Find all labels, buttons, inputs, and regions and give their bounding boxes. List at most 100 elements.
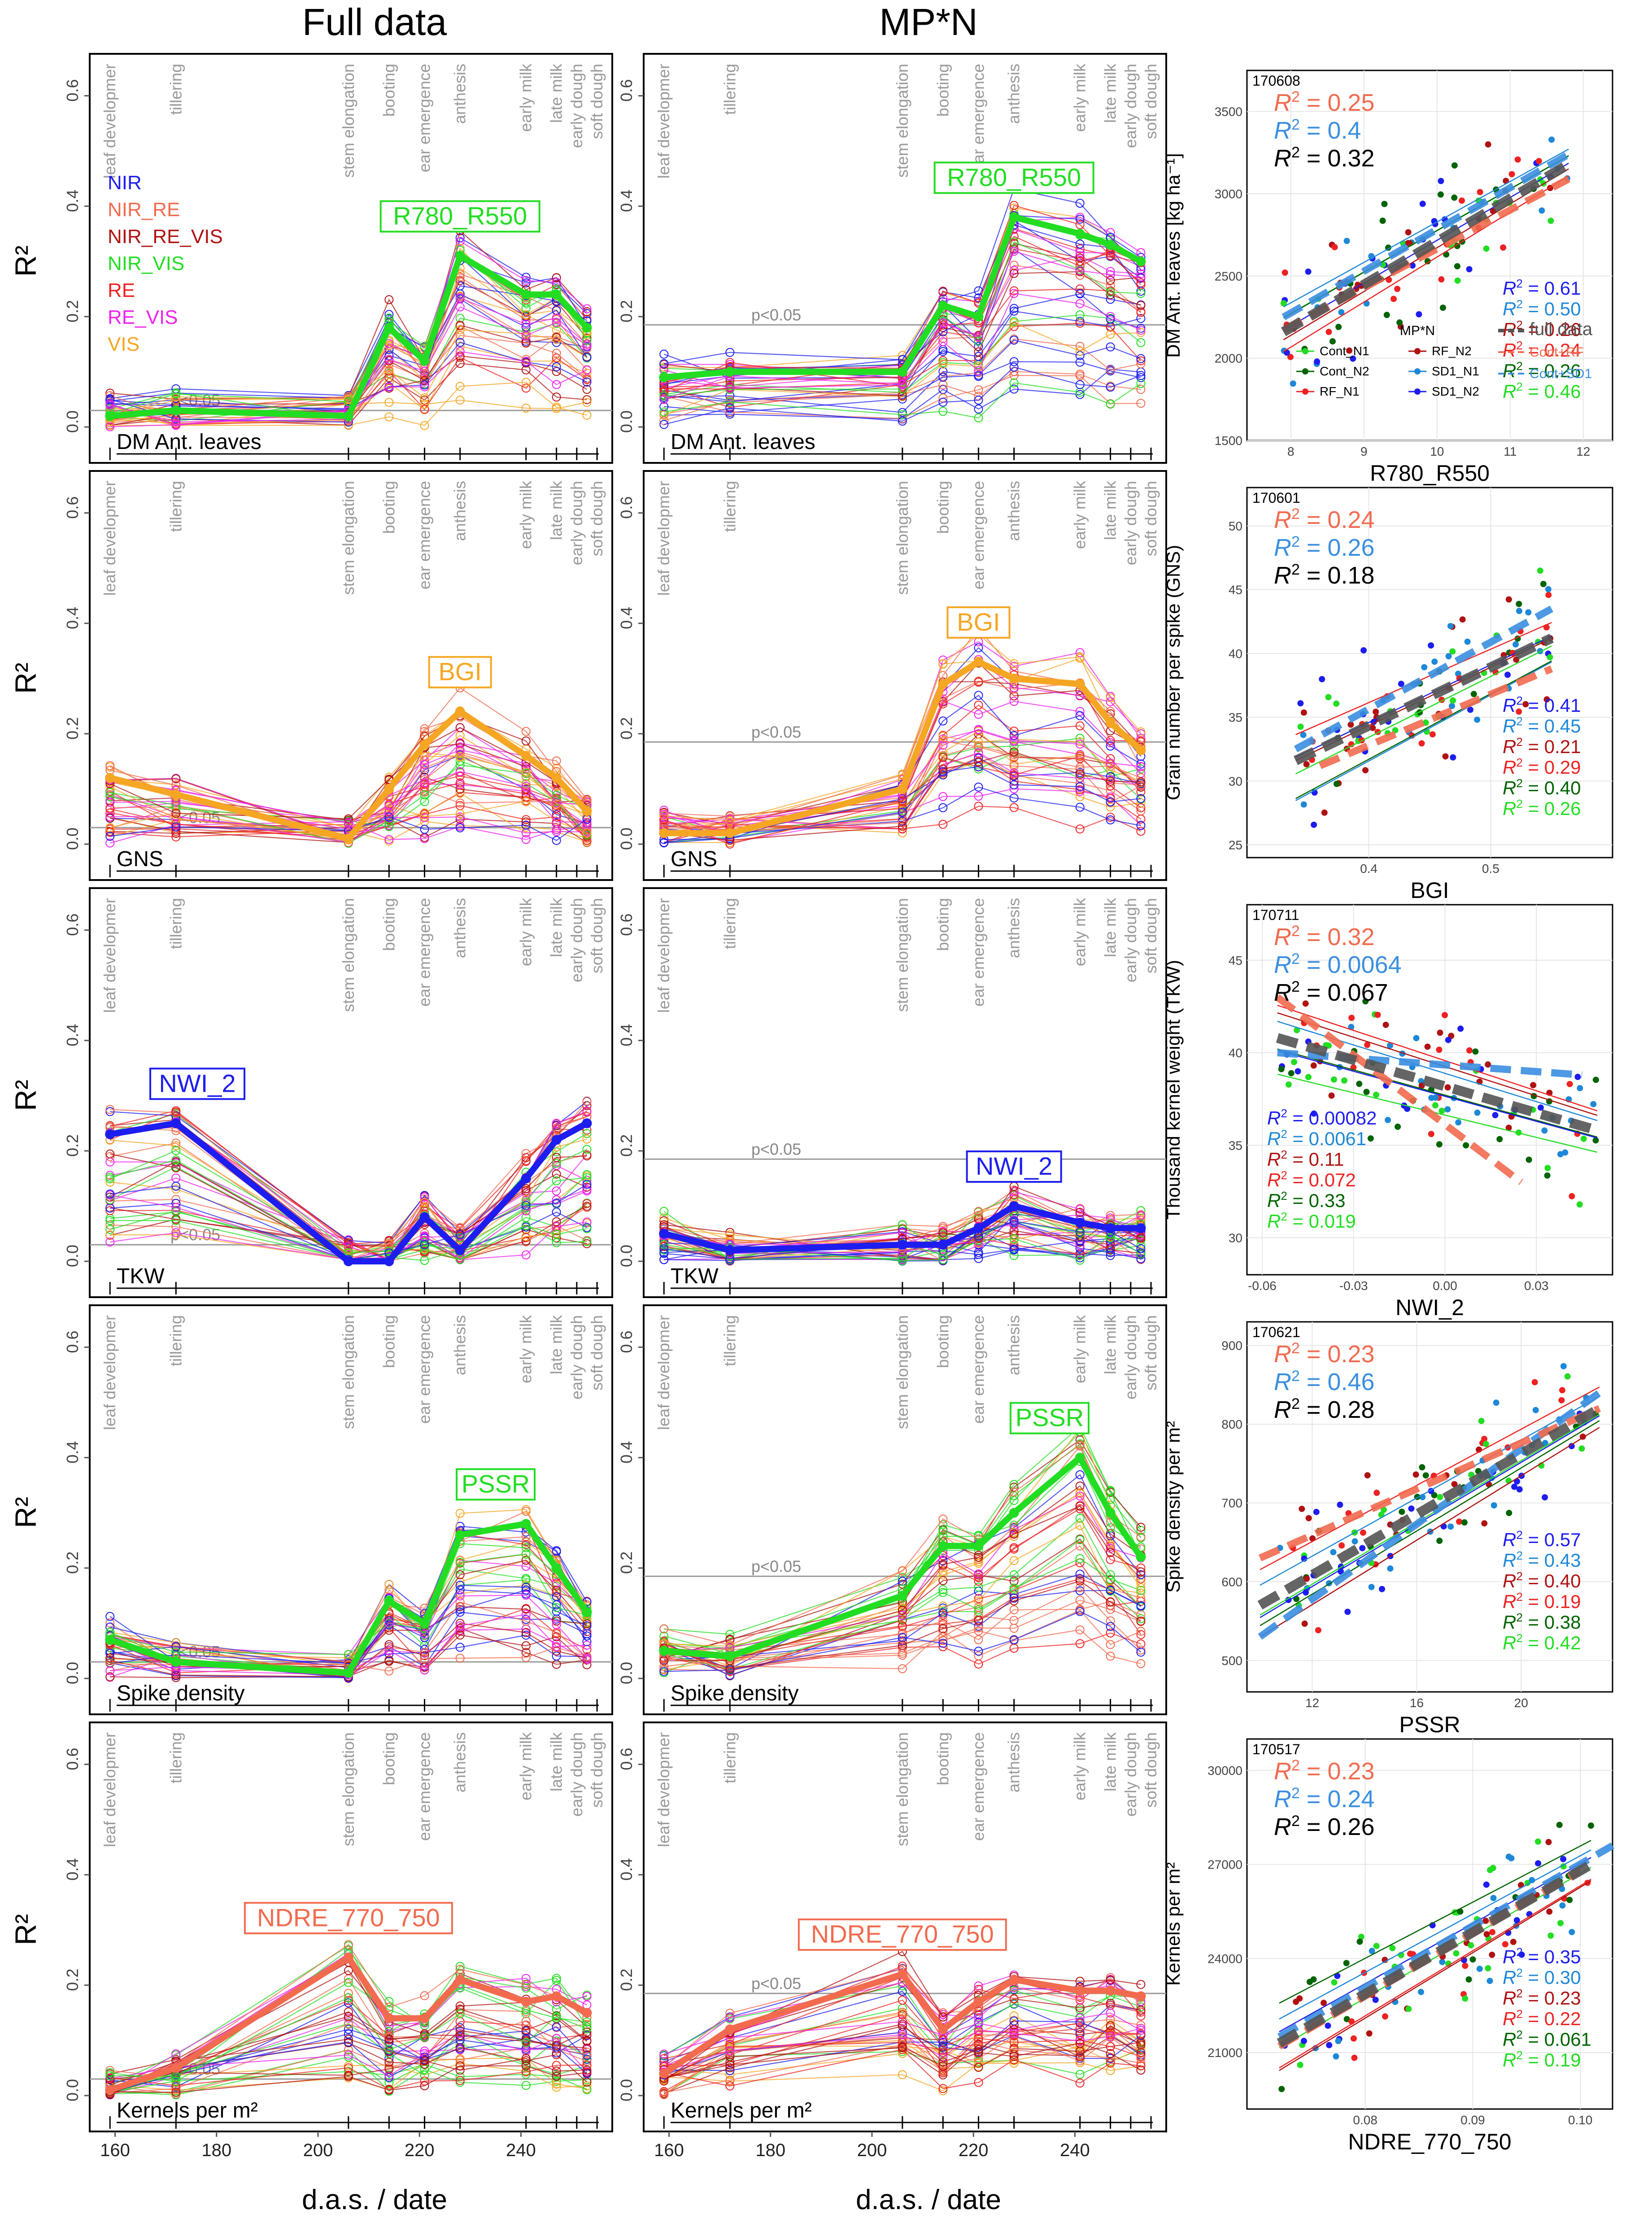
stage-label: early dough <box>567 1732 586 1817</box>
background-series-line <box>110 1622 587 1678</box>
highlight-series-point <box>551 1563 562 1573</box>
y-tick-label: 0.2 <box>617 1551 636 1574</box>
background-series-point <box>725 2063 735 2072</box>
r2-group: R2 = 0.0061 <box>1267 1127 1366 1149</box>
background-series-point <box>420 763 429 772</box>
background-series-line <box>109 2023 587 2094</box>
background-series-point <box>1136 2058 1146 2068</box>
data-point <box>1428 1131 1434 1137</box>
background-series-point <box>105 399 115 409</box>
background-series-point <box>552 335 561 344</box>
highlight-series-point <box>582 1118 592 1129</box>
y-axis-title: R² <box>9 245 42 277</box>
background-series-point <box>1009 2052 1019 2061</box>
background-series-point <box>1106 400 1115 409</box>
index-label: R780_R550 <box>393 201 527 230</box>
background-series-line <box>664 751 1141 841</box>
background-series-point <box>1075 220 1085 229</box>
background-series-point <box>521 782 531 791</box>
background-series-line <box>663 806 1141 843</box>
background-series-point <box>582 353 592 362</box>
highlight-series-point <box>551 1991 562 2001</box>
scatter-panel-row3: -0.06 -0.03 0.00 0.0330354045170711NWI_2Tho… <box>1163 904 1613 1320</box>
background-series-point <box>455 1558 465 1567</box>
background-series-point <box>1136 2021 1146 2030</box>
data-point <box>1496 1136 1503 1142</box>
background-series-point <box>521 1585 531 1595</box>
background-series-line <box>664 2049 1141 2089</box>
background-series-point <box>455 778 465 788</box>
background-series-point <box>1009 1635 1019 1644</box>
background-series-line <box>109 351 587 426</box>
y-tick-label: 700 <box>1221 1496 1242 1510</box>
background-series-point <box>420 772 429 782</box>
background-series-point <box>552 836 561 845</box>
data-point <box>1335 2038 1342 2044</box>
background-series-point <box>582 1652 592 1661</box>
data-point <box>1417 1989 1424 1996</box>
background-series-point <box>659 362 669 372</box>
r2-group: R2 = 0.19 <box>1503 1590 1581 1612</box>
background-series-point <box>1075 691 1085 700</box>
background-series-line <box>663 2028 1141 2073</box>
background-series-point <box>1009 1543 1019 1552</box>
background-series-point <box>552 2083 561 2092</box>
x-tick-label: 200 <box>303 2140 333 2160</box>
line-panel-mpn-row5: 0.00.20.40.6 leaf developmer tillering stem… <box>617 1721 1167 2160</box>
background-series-point <box>1106 1529 1115 1538</box>
background-series-point <box>938 819 948 829</box>
background-series-point <box>1009 752 1019 762</box>
y-tick-label: 0.0 <box>63 1662 82 1684</box>
background-series-line <box>664 1562 1141 1658</box>
highlight-series-point <box>384 2013 394 2023</box>
y-tick-label: 45 <box>1229 954 1242 968</box>
r2-summary: R2 = 0.23 <box>1274 1757 1375 1785</box>
y-tick-label: 0.4 <box>617 1024 636 1046</box>
data-point <box>1408 1505 1415 1512</box>
background-series-point <box>1136 1610 1146 1619</box>
data-point <box>1485 141 1491 148</box>
data-point <box>1311 821 1317 828</box>
data-point <box>1436 1141 1443 1148</box>
background-series-point <box>455 321 465 330</box>
stage-label: stem elongation <box>893 481 911 595</box>
data-point <box>1474 1109 1481 1116</box>
background-series-point <box>521 338 531 348</box>
background-series-point <box>582 341 592 351</box>
data-point <box>1560 1363 1567 1369</box>
stage-label: anthesis <box>1005 1315 1023 1375</box>
background-series-point <box>420 1238 429 1247</box>
background-series-line <box>664 1629 1141 1669</box>
background-series-point <box>1075 1569 1085 1579</box>
data-point <box>1331 1979 1338 1986</box>
stage-label: late milk <box>547 1732 566 1791</box>
background-series-line <box>663 1508 1141 1672</box>
highlight-series-point <box>973 1996 984 2007</box>
background-series-line <box>110 1100 588 1255</box>
highlight-series-point <box>551 1135 562 1145</box>
r2-group: R2 = 0.40 <box>1503 1569 1581 1591</box>
data-point <box>1382 1021 1389 1028</box>
highlight-series-point <box>384 784 394 794</box>
data-point <box>1381 1507 1387 1513</box>
background-series-point <box>938 367 948 376</box>
background-series-point <box>455 823 465 832</box>
background-series-point <box>1009 247 1019 256</box>
background-series-point <box>105 1238 115 1247</box>
background-series-point <box>1075 284 1085 294</box>
background-series-line <box>663 2012 1141 2067</box>
background-series-point <box>455 2031 465 2040</box>
background-series-point <box>659 1624 669 1634</box>
background-series-point <box>1136 2005 1146 2015</box>
background-series-point <box>898 797 907 806</box>
data-point <box>1280 300 1287 307</box>
background-series-point <box>582 828 592 837</box>
stage-label: soft dough <box>588 1732 606 1808</box>
stage-label: late milk <box>1101 1732 1120 1791</box>
r2-group: R2 = 0.019 <box>1267 1210 1356 1232</box>
y-tick-label: 800 <box>1221 1417 1242 1431</box>
background-series-point <box>725 819 735 828</box>
background-series-point <box>455 1585 465 1595</box>
background-series-point <box>521 304 531 313</box>
